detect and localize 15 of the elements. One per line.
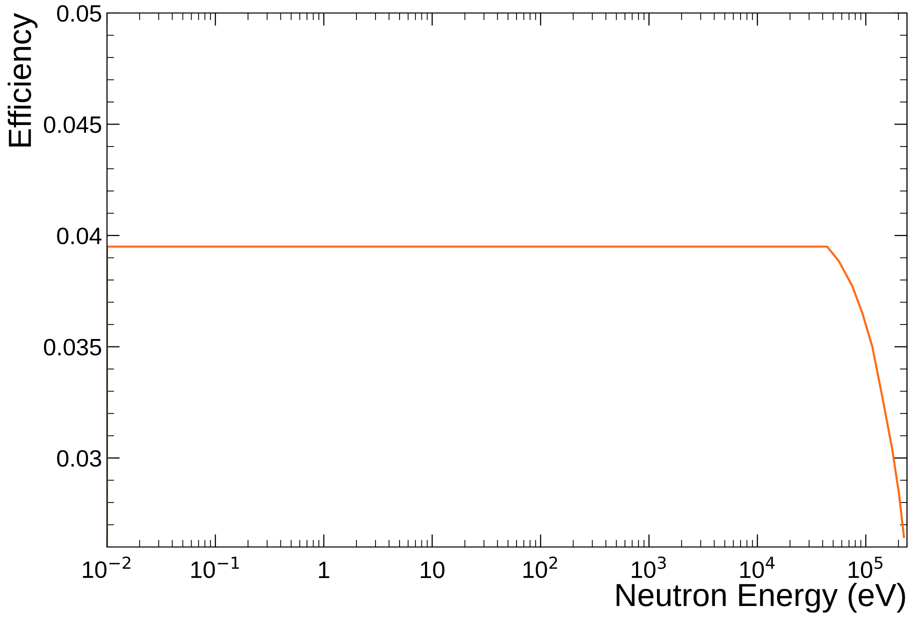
x-tick-label: 10$^{3}$ bbox=[632, 556, 666, 578]
x-tick-label: 10$^{−1}$ bbox=[191, 556, 239, 578]
x-tick-label: 10 bbox=[420, 562, 444, 578]
x-tick-label: 10$^{4}$ bbox=[740, 556, 775, 578]
x-tick-label: 10$^{2}$ bbox=[524, 556, 558, 578]
y-tick-label: 0.05 bbox=[57, 5, 102, 22]
x-tick-label: 10$^{−2}$ bbox=[82, 556, 130, 578]
y-axis-title: Efficiency bbox=[8, 13, 38, 147]
y-tick-label: 0.04 bbox=[57, 228, 102, 244]
y-tick-label: 0.035 bbox=[44, 338, 102, 356]
y-tick-label: 0.03 bbox=[57, 450, 102, 467]
y-tick-label: 0.045 bbox=[44, 116, 102, 134]
x-axis-title: Neutron Energy (eV) bbox=[616, 582, 906, 613]
x-tick-label: 10$^{5}$ bbox=[848, 556, 882, 578]
x-tick-label: 1 bbox=[319, 562, 330, 578]
